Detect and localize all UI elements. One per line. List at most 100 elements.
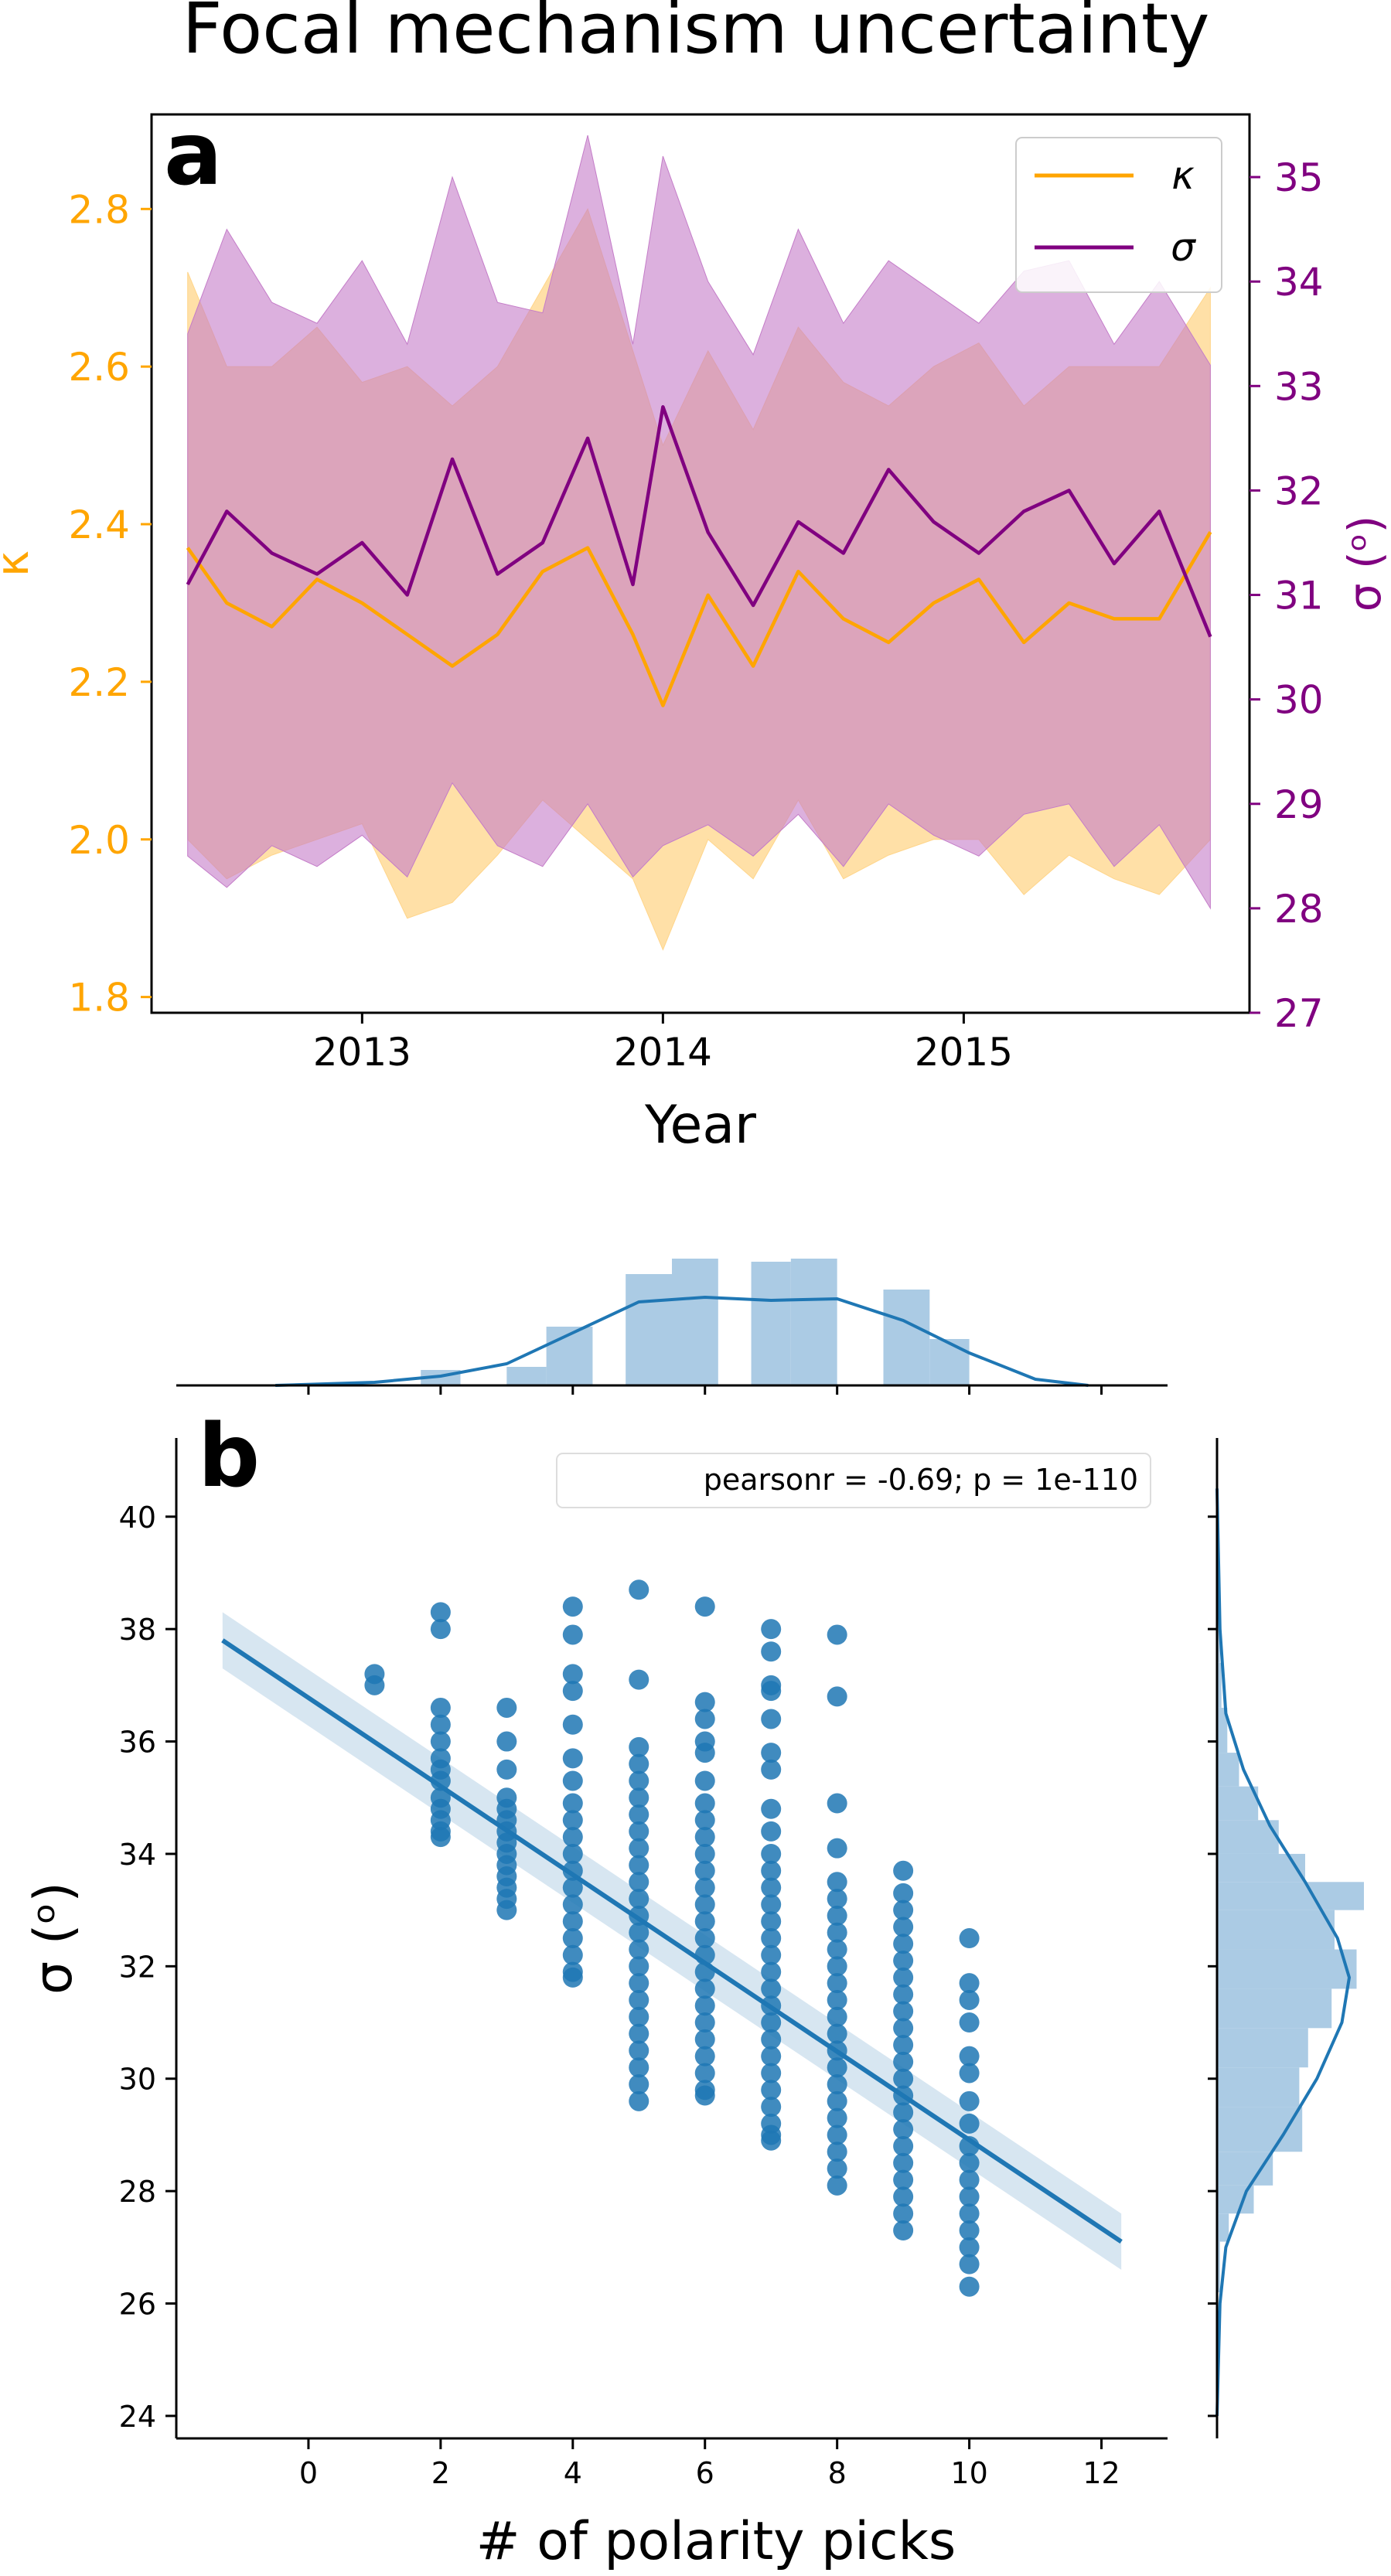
scatter-point [893, 1934, 914, 1954]
scatter-point [562, 1624, 583, 1645]
marginal-x-bar [883, 1290, 930, 1385]
scatter-point [694, 1911, 715, 1932]
marginal-x-bar [790, 1259, 837, 1385]
scatter-point [629, 1905, 649, 1926]
scatter-point [959, 1928, 980, 1948]
legend-kappa-label: κ [1171, 153, 1195, 198]
scatter-point [430, 1697, 451, 1718]
scatter-point [761, 1911, 782, 1932]
marginal-y-bar [1217, 1707, 1228, 1753]
scatter-point [629, 1939, 649, 1960]
scatter-point [893, 2152, 914, 2173]
sigma-b-tick-label: 40 [119, 1501, 156, 1535]
scatter-point [761, 2097, 782, 2118]
scatter-point [959, 1989, 980, 2010]
scatter-point [694, 2029, 715, 2050]
scatter-point [827, 1922, 847, 1943]
scatter-point [629, 1838, 649, 1859]
kappa-tick-label: 2.2 [68, 660, 130, 705]
scatter-point [694, 1995, 715, 2016]
sigma-b-tick-label: 34 [119, 1838, 156, 1872]
scatter-point [959, 2012, 980, 2033]
scatter-point [761, 1843, 782, 1864]
scatter-point [959, 2237, 980, 2257]
scatter-point [694, 1692, 715, 1712]
scatter-point [694, 1793, 715, 1814]
picks-axis-label: # of polarity picks [476, 2511, 956, 2572]
scatter-point [629, 2040, 649, 2061]
scatter-point [761, 1877, 782, 1898]
scatter-point [827, 2142, 847, 2162]
sigma-b-tick-label: 32 [119, 1950, 156, 1984]
scatter-point [827, 1939, 847, 1960]
uncertainty-bands [187, 135, 1211, 951]
scatter-point [629, 1956, 649, 1977]
scatter-point [629, 1736, 649, 1757]
scatter-point [893, 1984, 914, 2005]
scatter-point [629, 1669, 649, 1690]
kappa-tick-label: 1.8 [68, 976, 130, 1021]
scatter-point [827, 1686, 847, 1707]
annotation-box [556, 1453, 1151, 1508]
kappa-tick-label: 2.8 [68, 187, 130, 232]
scatter-point [761, 1860, 782, 1881]
picks-tick-label: 0 [299, 2456, 318, 2490]
picks-tick-label: 2 [431, 2456, 450, 2490]
panel-a-label: a [164, 104, 223, 205]
marginal-y-bar [1217, 2028, 1308, 2068]
figure-title: Focal mechanism uncertainty [182, 0, 1210, 70]
scatter-point [694, 1843, 715, 1864]
scatter-point [959, 1973, 980, 1994]
scatter-point [761, 1743, 782, 1763]
legend: κ σ [1015, 137, 1222, 293]
scatter-point [761, 1619, 782, 1640]
scatter-point [959, 2169, 980, 2190]
scatter-point [959, 2186, 980, 2207]
scatter-point [761, 2130, 782, 2151]
scatter-point [761, 1944, 782, 1965]
scatter-point [562, 1944, 583, 1965]
line-kappa [186, 531, 1212, 707]
scatter-point [761, 2063, 782, 2084]
scatter-point [694, 1770, 715, 1791]
scatter-point [893, 2018, 914, 2039]
scatter-point [827, 1872, 847, 1893]
kappa-axis: 1.8 2.0 2.2 2.4 2.6 2.8 [68, 187, 152, 1021]
year-axis: 2013 2014 2015 [313, 1013, 1013, 1075]
scatter-point [893, 2169, 914, 2190]
picks-tick-label: 12 [1082, 2456, 1120, 2490]
scatter-point [893, 2085, 914, 2106]
scatter-point [959, 2203, 980, 2224]
scatter-point [893, 1951, 914, 1971]
scatter-point [364, 1664, 385, 1685]
marginal-y-bar [1217, 2067, 1300, 2107]
scatter-point [893, 1967, 914, 1988]
sigma-tick-label: 28 [1274, 887, 1324, 932]
scatter-point [761, 1961, 782, 1982]
scatter-point [694, 1928, 715, 1948]
line-sigma [186, 405, 1212, 638]
scatter-point [430, 1731, 451, 1752]
sigma-b-axis-label: σ (ᵒ) [23, 1882, 84, 1995]
scatter-point [629, 1821, 649, 1842]
scatter-point [694, 1944, 715, 1965]
scatter-point [959, 2090, 980, 2111]
scatter-point [893, 1883, 914, 1903]
scatter-point [827, 2107, 847, 2128]
year-axis-label: Year [644, 1095, 756, 1156]
scatter-point [430, 1619, 451, 1640]
year-tick-label: 2013 [313, 1030, 411, 1075]
scatter-point [959, 2276, 980, 2297]
scatter-point [629, 2006, 649, 2027]
scatter-point [761, 1995, 782, 2016]
scatter-point [629, 2023, 649, 2044]
scatter-point [694, 2046, 715, 2067]
scatter-point [694, 1860, 715, 1881]
scatter-point [562, 1894, 583, 1915]
scatter-point [562, 1843, 583, 1864]
scatter-point [562, 1928, 583, 1948]
scatter-point [893, 1900, 914, 1920]
scatter-point [827, 1793, 847, 1814]
scatter-point [959, 2063, 980, 2084]
